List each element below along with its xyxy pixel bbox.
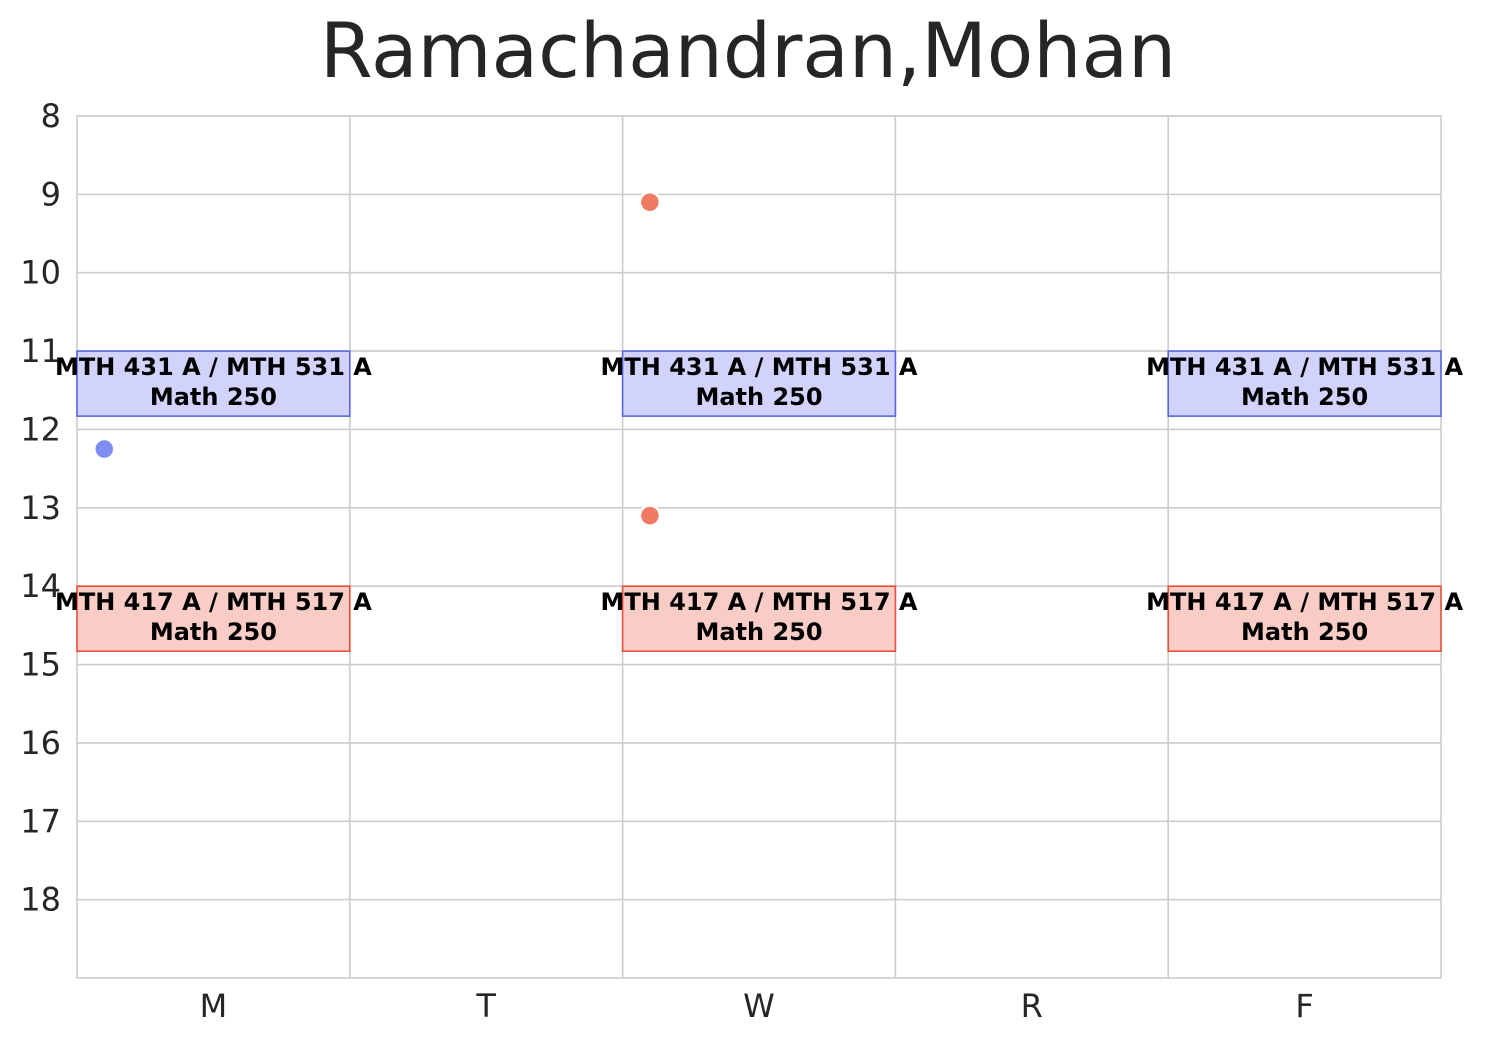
x-tick-label-M: M (200, 987, 228, 1025)
event-room-label: Math 250 (1241, 618, 1368, 646)
event-box (76, 585, 351, 653)
data-points (93, 190, 662, 527)
y-tick-label-17: 17 (20, 802, 61, 840)
event-room-label: Math 250 (150, 618, 277, 646)
event-box (1167, 585, 1442, 653)
grid-lines (76, 115, 1442, 979)
event-course-label: MTH 417 A / MTH 517 A (1146, 588, 1463, 616)
y-tick-label-11: 11 (20, 332, 61, 370)
y-tick-label-13: 13 (20, 489, 61, 527)
event-box (1167, 350, 1442, 417)
event-course-label: MTH 431 A / MTH 531 A (55, 353, 372, 381)
y-tick-label-8: 8 (41, 97, 61, 135)
data-point-1 (638, 190, 662, 214)
event-room-label: Math 250 (695, 618, 822, 646)
event-room-label: Math 250 (150, 383, 277, 411)
x-tick-label-W: W (743, 987, 775, 1025)
x-tick-label-T: T (475, 987, 496, 1025)
y-tick-label-12: 12 (20, 410, 61, 448)
y-tick-label-15: 15 (20, 646, 61, 684)
chart-title: Ramachandran,Mohan (319, 6, 1177, 95)
data-point-2 (638, 504, 662, 527)
event-room-label: Math 250 (695, 383, 822, 411)
event-box (621, 350, 897, 417)
data-point-0 (93, 437, 116, 461)
event-course-label: MTH 431 A / MTH 531 A (601, 353, 918, 381)
axis-ticks: 8 9 10 11 12 13 14 15 16 17 18 M T W R F (20, 97, 1314, 1025)
event-box (621, 585, 897, 653)
y-tick-label-10: 10 (20, 254, 61, 292)
y-tick-label-16: 16 (20, 724, 61, 762)
y-tick-label-18: 18 (20, 881, 61, 919)
event-room-label: Math 250 (1241, 383, 1368, 411)
y-tick-label-14: 14 (20, 567, 61, 605)
event-course-label: MTH 417 A / MTH 517 A (55, 588, 372, 616)
event-box (76, 350, 351, 417)
plot-frame (76, 115, 1442, 979)
event-course-label: MTH 431 A / MTH 531 A (1146, 353, 1463, 381)
y-tick-label-9: 9 (41, 175, 61, 213)
x-tick-label-R: R (1021, 987, 1043, 1025)
x-tick-label-F: F (1295, 987, 1313, 1025)
event-course-label: MTH 417 A / MTH 517 A (601, 588, 918, 616)
